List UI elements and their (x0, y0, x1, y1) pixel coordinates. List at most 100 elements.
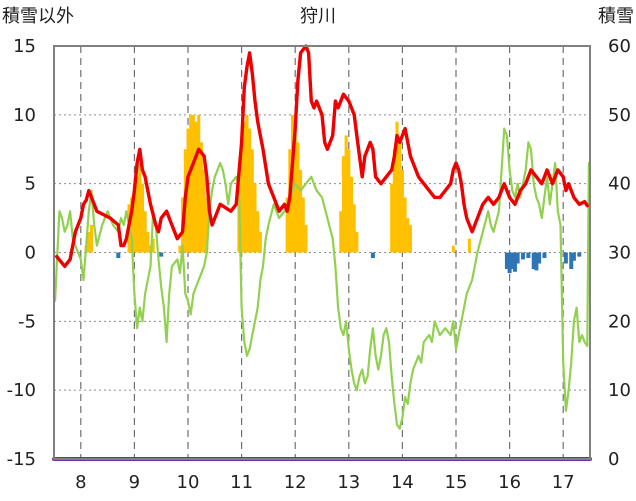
x-axis-ticks: 8 9 10 11 12 13 14 15 16 17 (75, 472, 575, 493)
orange-bar (304, 224, 308, 253)
right-tick-label: 50 (608, 105, 631, 126)
blue-bar (159, 252, 164, 257)
orange-bar (197, 114, 201, 253)
orange-bar (151, 238, 155, 253)
orange-bar (258, 231, 262, 253)
orange-bar (240, 142, 244, 253)
right-axis-ticks: 60 50 40 30 20 10 0 (608, 36, 631, 470)
x-tick-label: 17 (552, 472, 575, 493)
orange-bar (398, 142, 402, 253)
right-tick-label: 40 (608, 174, 631, 195)
orange-bar (242, 121, 246, 253)
orange-bar (250, 149, 254, 253)
orange-bar (245, 114, 249, 253)
blue-bar (526, 252, 531, 259)
blue-bar (512, 252, 517, 272)
orange-bar (406, 218, 410, 253)
right-tick-label: 60 (608, 36, 631, 57)
orange-bar (146, 231, 150, 253)
left-tick-label: -5 (18, 311, 36, 332)
x-tick-label: 9 (129, 472, 140, 493)
x-tick-label: 10 (177, 472, 200, 493)
orange-bar (400, 169, 404, 253)
orange-bar (285, 197, 289, 253)
blue-bar (577, 252, 582, 257)
x-tick-label: 14 (391, 472, 414, 493)
orange-bar (392, 149, 396, 253)
orange-bar (194, 121, 198, 253)
right-tick-label: 30 (608, 243, 631, 264)
blue-bar (571, 252, 576, 261)
orange-bar (352, 204, 356, 253)
blue-bar (507, 252, 512, 274)
orange-bar (467, 238, 471, 253)
blue-bar (563, 252, 568, 264)
blue-bar (116, 252, 121, 259)
orange-bar (143, 211, 147, 253)
left-tick-label: -10 (7, 380, 36, 401)
x-tick-label: 15 (445, 472, 468, 493)
left-tick-label: -15 (7, 449, 36, 470)
left-axis-label: 積雪以外 (2, 6, 74, 27)
orange-bar (451, 245, 455, 253)
left-tick-label: 5 (25, 174, 36, 195)
orange-bar (344, 135, 348, 253)
blue-bar (370, 252, 375, 259)
blue-bar (521, 252, 525, 260)
chart-title: 狩川 (300, 6, 336, 27)
plot-frame (53, 45, 591, 460)
orange-bar (296, 142, 300, 253)
orange-bar (205, 197, 209, 253)
x-tick-label: 12 (284, 472, 307, 493)
left-axis-ticks: 15 10 5 0 -5 -10 -15 (7, 36, 36, 470)
blue-bar (510, 252, 515, 270)
left-tick-label: 15 (13, 36, 36, 57)
x-tick-label: 13 (337, 472, 360, 493)
right-axis-label: 積雪 (598, 6, 634, 27)
blue-bar (542, 252, 547, 259)
orange-bar (347, 149, 351, 253)
x-tick-label: 16 (498, 472, 521, 493)
blue-bar (515, 252, 520, 264)
orange-bar (135, 176, 139, 253)
blue-bar (504, 252, 509, 270)
orange-bar (132, 183, 136, 253)
orange-bar (339, 211, 343, 253)
right-tick-label: 20 (608, 311, 631, 332)
blue-bar (531, 252, 536, 270)
blue-bars (116, 252, 582, 274)
orange-bar (202, 169, 206, 253)
x-tick-label: 8 (75, 472, 86, 493)
blue-bar (534, 252, 539, 271)
right-tick-label: 10 (608, 380, 631, 401)
green-line (53, 127, 591, 430)
orange-bar (199, 142, 203, 253)
orange-bar (89, 224, 94, 253)
orange-bar (248, 128, 252, 253)
orange-bar (408, 224, 412, 253)
orange-bar (130, 197, 134, 253)
orange-bar (178, 245, 182, 253)
orange-bar (140, 183, 144, 253)
blue-bar (569, 252, 574, 270)
orange-bar (87, 231, 91, 253)
right-tick-label: 0 (608, 449, 619, 470)
orange-bars (84, 114, 471, 253)
blue-bar (537, 252, 542, 264)
orange-bar (191, 114, 195, 253)
orange-bar (395, 121, 399, 253)
orange-bar (301, 197, 305, 253)
orange-bar (403, 197, 407, 253)
orange-bar (186, 128, 190, 253)
orange-bar (293, 121, 297, 253)
left-tick-label: 0 (25, 243, 36, 264)
orange-bar (341, 156, 345, 253)
left-tick-label: 10 (13, 105, 36, 126)
orange-bar (349, 176, 354, 253)
orange-bar (256, 211, 260, 253)
x-tick-label: 11 (230, 472, 253, 493)
orange-bar (390, 183, 394, 253)
red-line (55, 44, 589, 268)
orange-bar (253, 183, 257, 253)
